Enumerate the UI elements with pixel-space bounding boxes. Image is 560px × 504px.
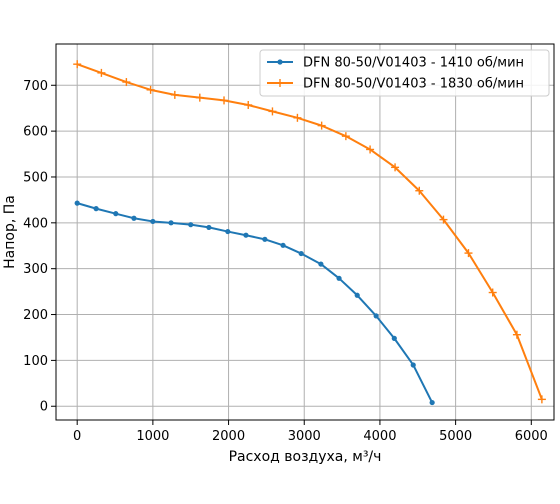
data-point (170, 90, 179, 99)
series-2 (73, 60, 546, 404)
data-point (73, 60, 82, 69)
data-point (429, 399, 435, 406)
data-point (488, 288, 497, 297)
data-point (512, 330, 521, 339)
x-axis-ticks: 0 1000 2000 3000 4000 5000 6000 (73, 420, 548, 444)
data-point (113, 211, 119, 217)
data-point (243, 232, 249, 238)
data-point (317, 121, 326, 130)
data-point (318, 261, 324, 267)
y-axis-ticks: 0 100 200 300 400 500 600 700 (23, 79, 56, 415)
data-point (122, 78, 131, 87)
data-point (464, 249, 473, 258)
data-point (391, 163, 400, 172)
data-point (410, 362, 416, 368)
data-point (93, 206, 99, 212)
legend-label: DFN 80-50/V01403 - 1410 об/мин (303, 56, 524, 71)
data-point (537, 395, 546, 404)
data-point (131, 215, 137, 221)
data-point (146, 85, 155, 94)
x-tick-label: 5000 (439, 429, 472, 444)
data-point (341, 132, 350, 141)
data-point (415, 186, 424, 195)
y-tick-label: 700 (23, 79, 48, 94)
y-tick-label: 0 (40, 400, 48, 415)
data-point (168, 220, 174, 226)
data-point (366, 145, 375, 154)
legend-marker (277, 59, 283, 65)
data-point (97, 68, 106, 77)
data-point (439, 215, 448, 224)
data-point (280, 242, 286, 248)
y-tick-label: 600 (23, 125, 48, 140)
data-point (391, 335, 397, 341)
data-point (74, 200, 80, 206)
series-lines (73, 60, 546, 406)
data-point (206, 224, 212, 231)
y-tick-label: 200 (23, 308, 48, 323)
x-axis-label: Расход воздуха, м³/ч (229, 449, 382, 465)
data-point (373, 313, 379, 319)
data-point (268, 107, 277, 116)
series-line (76, 63, 543, 400)
data-point (336, 275, 342, 281)
plot-area-frame (55, 43, 555, 421)
legend-box (259, 49, 550, 97)
data-point (195, 93, 204, 102)
y-tick-label: 400 (23, 216, 48, 231)
data-point (354, 292, 360, 298)
legend-item: DFN 80-50/V01403 - 1410 об/мин (267, 56, 524, 71)
series-1 (74, 200, 435, 406)
x-tick-label: 3000 (288, 429, 321, 444)
data-point (220, 96, 229, 105)
x-tick-label: 0 (73, 429, 81, 444)
data-point (244, 100, 253, 109)
legend: DFN 80-50/V01403 - 1410 об/мин DFN 80-50/… (259, 49, 550, 97)
x-tick-label: 1000 (136, 429, 169, 444)
y-tick-label: 100 (23, 354, 48, 369)
x-tick-label: 4000 (363, 429, 396, 444)
data-point (188, 222, 194, 228)
x-tick-label: 2000 (212, 429, 245, 444)
data-point (262, 236, 268, 242)
data-point (225, 228, 231, 235)
legend-label: DFN 80-50/V01403 - 1830 об/мин (303, 77, 524, 92)
y-axis-label: Напор, Па (2, 195, 18, 269)
legend-item: DFN 80-50/V01403 - 1830 об/мин (267, 77, 524, 92)
y-tick-label: 500 (23, 170, 48, 185)
data-point (298, 250, 304, 257)
data-point (293, 113, 302, 122)
y-tick-label: 300 (23, 262, 48, 277)
data-point (150, 218, 156, 225)
x-tick-label: 6000 (515, 429, 548, 444)
series-line (76, 202, 434, 404)
